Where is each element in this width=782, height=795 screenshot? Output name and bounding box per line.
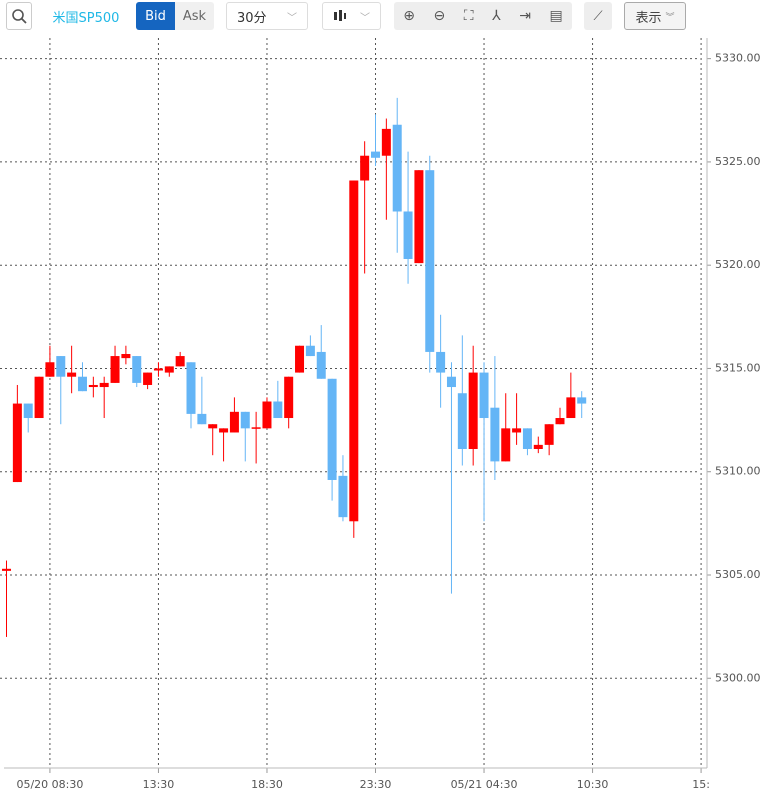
ask-button[interactable]: Ask bbox=[175, 2, 214, 30]
y-tick-label: 5325.00 bbox=[715, 155, 761, 168]
bid-button[interactable]: Bid bbox=[136, 2, 175, 30]
x-tick-label: 05/20 08:30 bbox=[16, 778, 83, 791]
candle-body bbox=[512, 428, 522, 433]
candle-body bbox=[164, 366, 174, 373]
candle-body bbox=[175, 356, 185, 367]
x-tick-label: 05/21 04:30 bbox=[451, 778, 518, 791]
x-tick-label: 13:30 bbox=[143, 778, 175, 791]
candle-body bbox=[229, 411, 239, 433]
candle-body bbox=[251, 427, 261, 429]
candle-body bbox=[186, 362, 196, 414]
candle-body bbox=[295, 345, 305, 373]
candle-body bbox=[555, 418, 565, 425]
candle-body bbox=[436, 351, 446, 373]
candle-body bbox=[56, 356, 66, 377]
candle-icon bbox=[334, 10, 346, 21]
candle-body bbox=[544, 424, 554, 445]
zoom-in[interactable]: ⊕ bbox=[403, 8, 415, 24]
candle-body bbox=[132, 356, 142, 383]
crosshair[interactable]: ⅄ bbox=[492, 8, 501, 24]
y-tick-label: 5330.00 bbox=[715, 52, 761, 65]
candle-body bbox=[446, 376, 456, 388]
candle-body bbox=[305, 345, 315, 357]
interval-select[interactable]: 30分 ﹀ bbox=[226, 2, 308, 30]
indicator-button[interactable]: ⟋ bbox=[584, 2, 612, 30]
notes[interactable]: ▤ bbox=[549, 8, 563, 24]
candle-body bbox=[153, 368, 163, 371]
zoom-tools: ⊕ ⊖ ⛶ ⅄ ⇥ ▤ bbox=[394, 2, 572, 30]
candle-body bbox=[12, 403, 22, 483]
symbol[interactable]: 米国SP500 bbox=[52, 10, 120, 26]
candle-body bbox=[262, 401, 272, 429]
fit[interactable]: ⛶ bbox=[463, 8, 474, 24]
interval-label: 30分 bbox=[237, 10, 267, 26]
y-tick-label: 5310.00 bbox=[715, 465, 761, 478]
candle-body bbox=[381, 128, 391, 156]
candle-body bbox=[392, 124, 402, 212]
display-button[interactable]: 表示 ︾ bbox=[624, 2, 686, 30]
candle-body bbox=[23, 403, 33, 419]
candle-body bbox=[273, 401, 283, 419]
candle-body bbox=[457, 393, 467, 450]
candle-body bbox=[479, 372, 489, 419]
candle-body bbox=[533, 444, 543, 450]
y-tick-label: 5300.00 bbox=[715, 671, 761, 684]
candle-body bbox=[2, 568, 12, 571]
search-icon bbox=[12, 9, 27, 24]
candle-body bbox=[490, 407, 500, 462]
candle-body bbox=[522, 428, 532, 450]
candle-body bbox=[316, 351, 326, 379]
candle-body bbox=[284, 376, 294, 419]
candle-body bbox=[208, 424, 218, 429]
candle-body bbox=[338, 475, 348, 518]
candle-body bbox=[577, 397, 587, 404]
candle-body bbox=[501, 428, 511, 462]
candle-body bbox=[349, 180, 359, 522]
x-tick-label: 15: bbox=[692, 778, 710, 791]
candle-body bbox=[67, 372, 77, 377]
candle-body bbox=[360, 155, 370, 181]
candle-body bbox=[99, 382, 109, 388]
candle-body bbox=[45, 362, 55, 377]
candle-body bbox=[88, 384, 98, 388]
candle-body bbox=[121, 353, 131, 359]
candle-body bbox=[219, 428, 229, 433]
candle-body bbox=[110, 356, 120, 383]
chevron: ︾ bbox=[665, 12, 675, 23]
chart-type-select[interactable]: ﹀ bbox=[322, 2, 381, 30]
y-tick-label: 5315.00 bbox=[715, 361, 761, 374]
chevron: ﹀ bbox=[287, 12, 297, 24]
candle-body bbox=[34, 376, 44, 419]
candle-body bbox=[566, 397, 576, 419]
candle-body bbox=[197, 413, 207, 425]
candle-body bbox=[468, 372, 478, 450]
candle-body bbox=[143, 372, 153, 385]
y-tick-label: 5320.00 bbox=[715, 258, 761, 271]
y-tick-label: 5305.00 bbox=[715, 568, 761, 581]
candle-body bbox=[327, 378, 337, 480]
x-tick-label: 23:30 bbox=[360, 778, 392, 791]
candle-body bbox=[403, 211, 413, 259]
candle-body bbox=[425, 170, 435, 352]
search-button[interactable] bbox=[6, 2, 32, 30]
x-tick-label: 18:30 bbox=[251, 778, 283, 791]
display-label: 表示 bbox=[635, 10, 662, 26]
candle-body bbox=[371, 151, 381, 158]
chevron: ﹀ bbox=[360, 12, 370, 24]
candle-body bbox=[240, 411, 250, 429]
scroll-end[interactable]: ⇥ bbox=[519, 8, 531, 24]
x-tick-label: 10:30 bbox=[577, 778, 609, 791]
zoom-out[interactable]: ⊖ bbox=[433, 8, 446, 24]
candle-body bbox=[77, 376, 87, 392]
candle-body bbox=[414, 170, 424, 264]
